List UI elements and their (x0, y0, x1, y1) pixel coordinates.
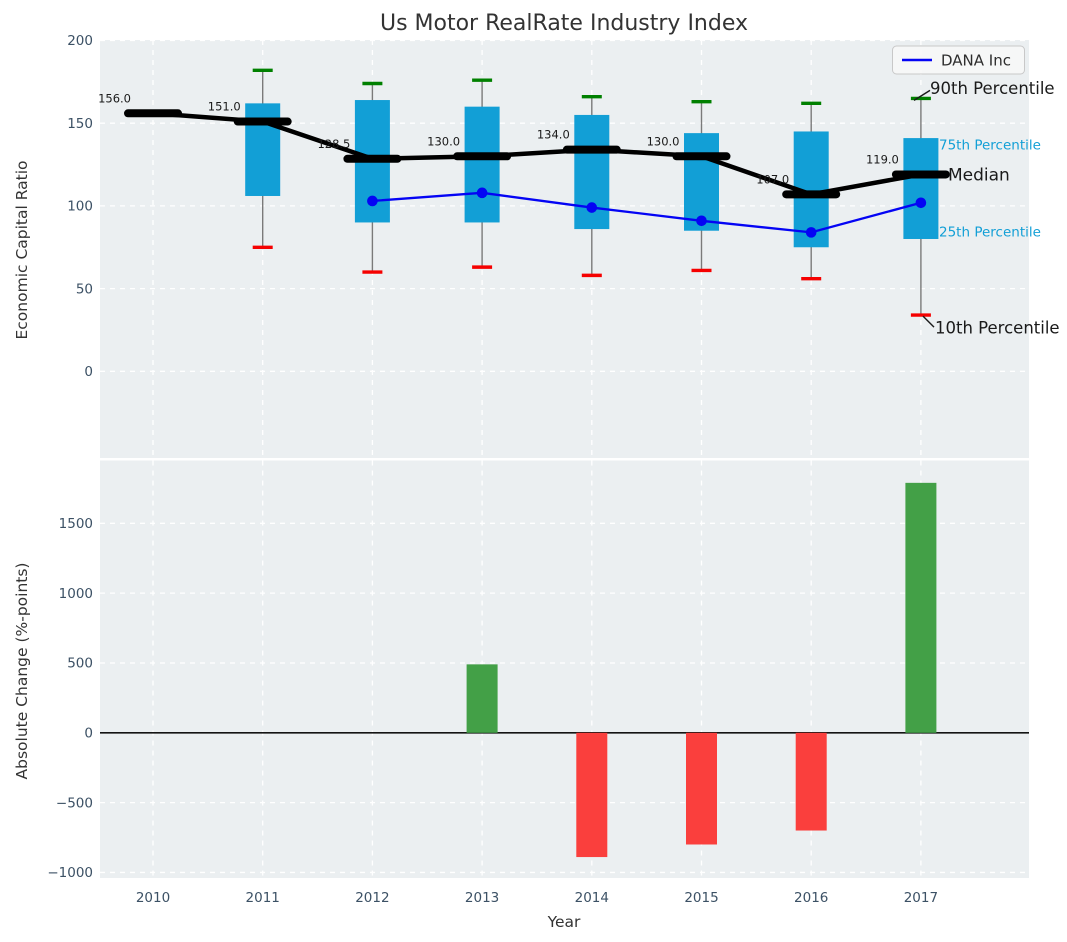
x-tick-2013: 2013 (465, 890, 499, 906)
panel-layer (100, 40, 1029, 878)
chart-title: Us Motor RealRate Industry Index (380, 11, 748, 36)
median-value-label-2016: 107.0 (756, 172, 789, 186)
x-tick-2010: 2010 (136, 890, 170, 906)
legend-label-dana-inc: DANA Inc (941, 52, 1011, 70)
interquartile-box-2017 (903, 138, 939, 239)
dana-inc-marker-2013 (476, 187, 488, 199)
annotation-75th-percentile: 75th Percentile (939, 138, 1041, 154)
median-value-label-2014: 134.0 (537, 128, 570, 142)
interquartile-box-2013 (464, 106, 500, 223)
x-tick-2015: 2015 (684, 890, 718, 906)
x-tick-2012: 2012 (355, 890, 389, 906)
annotation-10th-percentile: 10th Percentile (935, 319, 1060, 338)
annotation-connector-90th (913, 89, 931, 101)
median-value-label-2013: 130.0 (427, 134, 460, 148)
change-bar-2017 (905, 482, 937, 733)
bottom-y-tick-1500: 1500 (59, 516, 93, 532)
top-y-tick-0: 0 (84, 364, 93, 380)
bottom-y-tick-1000: 1000 (59, 586, 93, 602)
top-y-tick-50: 50 (76, 281, 93, 297)
x-axis-label-year: Year (547, 913, 581, 931)
change-bar-2014 (576, 732, 608, 858)
legend: DANA Inc (892, 45, 1025, 75)
y-axis-label-economic-capital-ratio: Economic Capital Ratio (13, 160, 31, 339)
x-tick-2017: 2017 (904, 890, 938, 906)
bottom-panel-background (100, 460, 1029, 878)
dana-inc-marker-2017 (915, 197, 927, 209)
bottom-y-tick-0: 0 (84, 725, 93, 741)
x-tick-2016: 2016 (794, 890, 828, 906)
data-layer: 156.0 151.0 128.5 130.0 134.0 130.0 107.0 119.0 (98, 68, 1029, 858)
y-axis-label-absolute-change: Absolute Change (%-points) (13, 563, 31, 780)
median-line (152, 111, 922, 197)
annotation-25th-percentile: 25th Percentile (939, 224, 1041, 240)
gridline-layer (100, 39, 1029, 878)
top-y-tick-150: 150 (67, 116, 93, 132)
dana-inc-line (372, 191, 922, 234)
change-bar-2013 (466, 664, 498, 733)
annotation-connector-10th (922, 315, 935, 328)
x-tick-2014: 2014 (575, 890, 609, 906)
change-bar-2015 (686, 732, 717, 845)
interquartile-box-2015 (684, 133, 719, 231)
top-y-tick-200: 200 (67, 33, 93, 49)
median-value-label-2017: 119.0 (866, 152, 899, 166)
median-value-label-2010: 156.0 (98, 91, 131, 105)
bottom-y-tick-500: 500 (67, 656, 93, 672)
x-tick-2011: 2011 (246, 890, 280, 906)
tick-label-layer: 0 50 100 150 200 −1000 −500 0 500 1000 1500 2010 201… (47, 33, 938, 906)
dana-inc-marker-2012 (367, 195, 378, 207)
median-value-label-2012: 128.5 (317, 137, 350, 151)
top-y-tick-100: 100 (67, 199, 93, 215)
median-value-label-2015: 130.0 (647, 134, 680, 148)
dana-inc-marker-2014 (586, 202, 598, 213)
legend-box (892, 45, 1025, 75)
annotation-connector-layer (913, 89, 935, 328)
annotation-median: Median (948, 165, 1010, 185)
change-bar-2016 (795, 732, 827, 831)
bottom-y-tick--500: −500 (56, 795, 93, 811)
annotation-90th-percentile: 90th Percentile (930, 79, 1055, 98)
median-value-label-2011: 151.0 (208, 100, 241, 114)
dana-inc-marker-2015 (696, 215, 707, 227)
interquartile-box-2011 (245, 103, 281, 196)
dana-inc-marker-2016 (805, 227, 817, 238)
bottom-y-tick--1000: −1000 (47, 865, 93, 881)
